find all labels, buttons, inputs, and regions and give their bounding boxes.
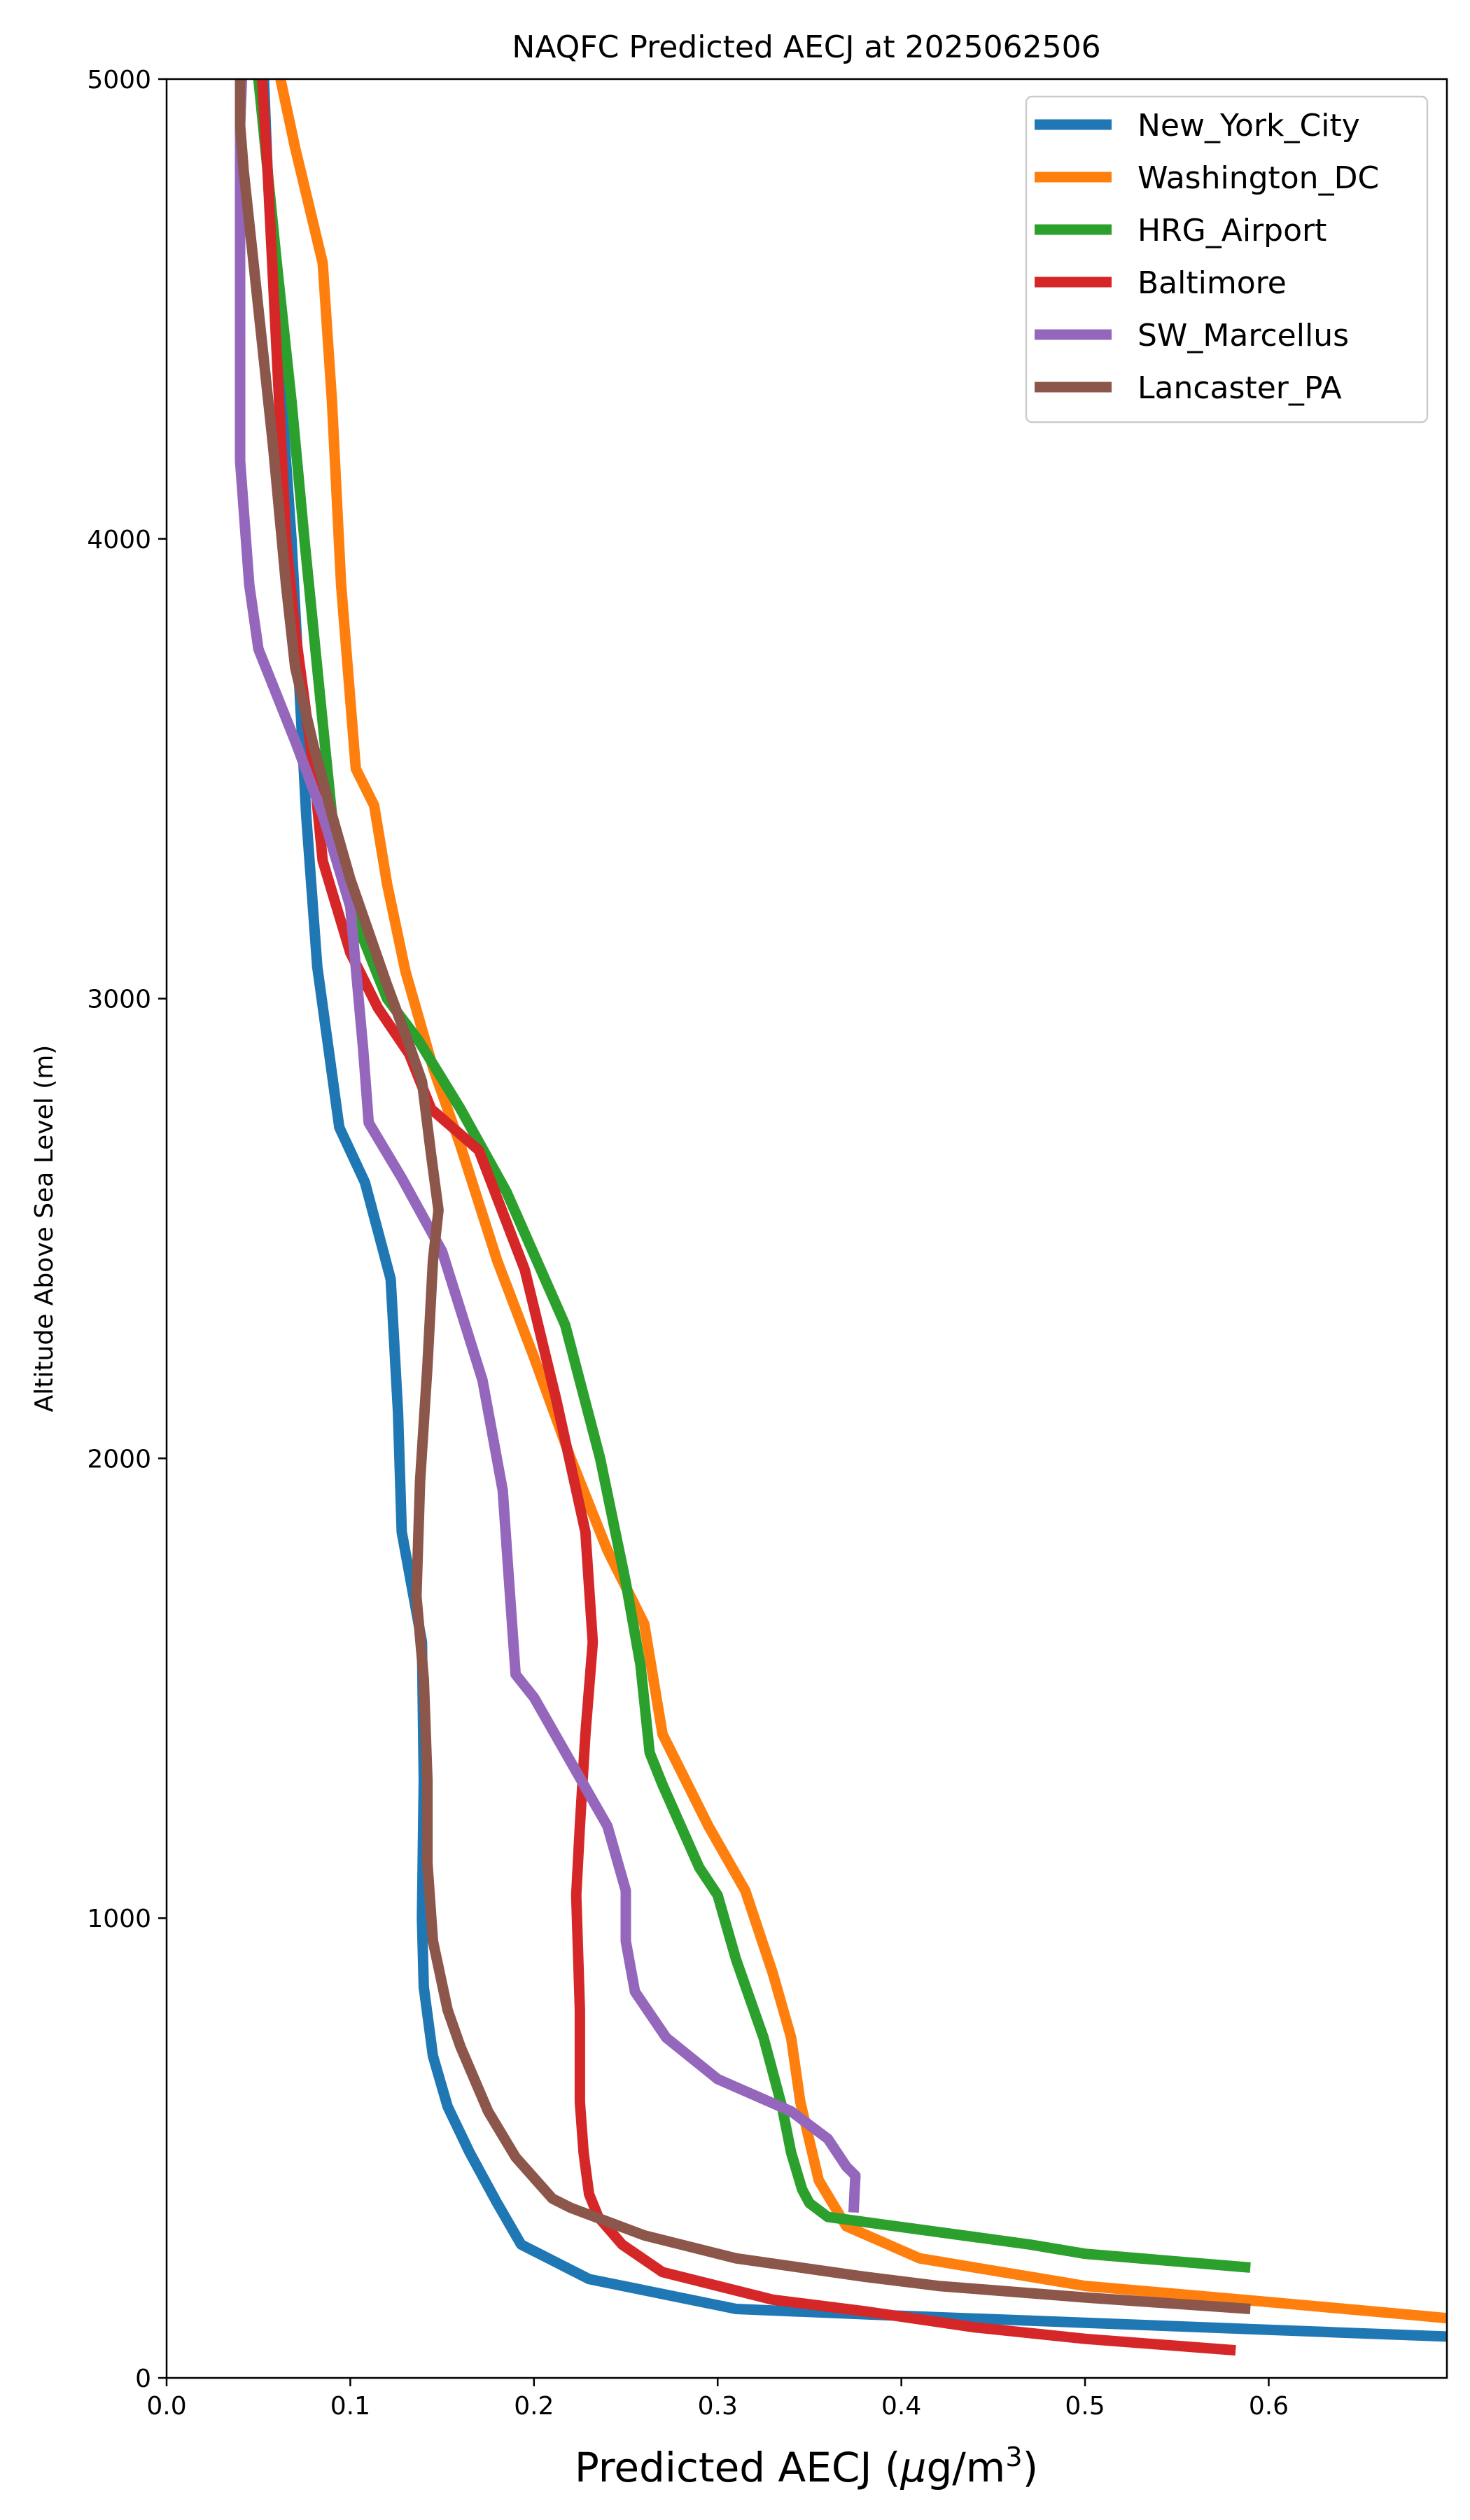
series-line-lancaster-pa xyxy=(234,79,1251,2314)
x-axis-label-sup: 3 xyxy=(1005,2442,1022,2472)
x-tick-label: 0.4 xyxy=(881,2392,921,2421)
x-axis-label-mu: μ xyxy=(900,2444,927,2491)
legend-label: HRG_Airport xyxy=(1138,213,1326,248)
y-tick-label: 1000 xyxy=(87,1905,151,1933)
chart-title: NAQFC Predicted AECJ at 2025062506 xyxy=(512,29,1100,65)
legend-label: Washington_DC xyxy=(1138,160,1379,196)
legend-label: Baltimore xyxy=(1138,265,1287,301)
x-tick-label: 0.1 xyxy=(330,2392,370,2421)
y-tick-label: 5000 xyxy=(87,66,151,94)
y-tick-label: 4000 xyxy=(87,526,151,554)
legend-label: Lancaster_PA xyxy=(1138,370,1342,406)
x-axis: 0.0 0.1 0.2 0.3 0.4 0.5 0.6 xyxy=(146,2378,1289,2421)
series-group xyxy=(234,79,1447,2356)
x-axis-label-main: Predicted AECJ ( xyxy=(575,2444,901,2491)
legend-box xyxy=(1025,95,1429,424)
x-tick-label: 0.6 xyxy=(1249,2392,1289,2421)
y-tick-label: 3000 xyxy=(87,986,151,1014)
x-tick-label: 0.3 xyxy=(698,2392,738,2421)
series-line-sw-marcellus xyxy=(234,79,861,2213)
x-tick-label: 0.0 xyxy=(146,2392,186,2421)
x-axis-label-unit: g/m xyxy=(926,2444,1005,2491)
y-tick-label: 0 xyxy=(135,2365,151,2393)
x-tick-label: 0.2 xyxy=(514,2392,554,2421)
legend-items: New_York_City Washington_DC HRG_Airport Bal… xyxy=(1035,108,1379,406)
legend: New_York_City Washington_DC HRG_Airport Bal… xyxy=(1025,95,1429,424)
legend-label: New_York_City xyxy=(1138,108,1360,144)
y-axis-label: Altitude Above Sea Level (m) xyxy=(30,1045,59,1413)
x-axis-label-close: ) xyxy=(1023,2444,1039,2491)
series-line-washington-dc xyxy=(275,79,1447,2324)
x-axis-label: Predicted AECJ (μg/m3) xyxy=(575,2442,1038,2491)
y-axis: 0 1000 2000 3000 4000 5000 xyxy=(87,66,167,2393)
y-tick-label: 2000 xyxy=(87,1445,151,1474)
series-line-baltimore xyxy=(257,79,1236,2356)
x-tick-label: 0.5 xyxy=(1065,2392,1105,2421)
plot-frame xyxy=(165,78,1448,2379)
plot-area xyxy=(165,78,1448,2379)
legend-label: SW_Marcellus xyxy=(1138,318,1349,354)
